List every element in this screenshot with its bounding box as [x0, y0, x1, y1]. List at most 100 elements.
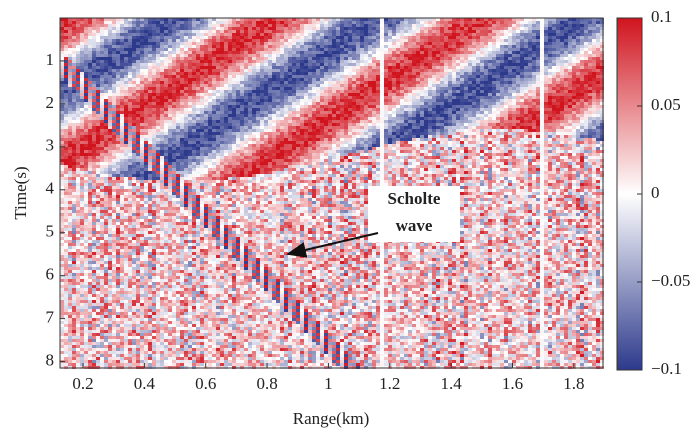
texture-cell	[64, 255, 68, 258]
texture-cell	[228, 24, 232, 27]
texture-cell	[216, 276, 220, 279]
texture-cell	[116, 327, 120, 330]
texture-cell	[180, 21, 184, 24]
texture-cell	[72, 63, 76, 66]
texture-cell	[64, 111, 68, 114]
texture-cell	[68, 201, 72, 204]
texture-cell	[192, 201, 196, 204]
texture-cell	[76, 258, 80, 261]
texture-cell	[124, 156, 128, 159]
texture-cell	[196, 189, 200, 192]
texture-cell	[80, 237, 84, 240]
texture-cell	[168, 228, 172, 231]
texture-cell	[144, 306, 148, 309]
texture-cell	[216, 78, 220, 81]
texture-cell	[64, 51, 68, 54]
texture-cell	[168, 279, 172, 282]
texture-cell	[124, 339, 128, 342]
texture-cell	[192, 78, 196, 81]
texture-cell	[156, 144, 160, 147]
texture-cell	[188, 195, 192, 198]
texture-cell	[64, 99, 68, 102]
texture-cell	[116, 147, 120, 150]
texture-cell	[140, 78, 144, 81]
texture-cell	[68, 171, 72, 174]
texture-cell	[76, 96, 80, 99]
texture-cell	[116, 204, 120, 207]
texture-cell	[72, 171, 76, 174]
texture-cell	[64, 30, 68, 33]
texture-cell	[196, 303, 200, 306]
texture-cell	[92, 363, 96, 366]
texture-cell	[104, 78, 108, 81]
texture-cell	[200, 228, 204, 231]
texture-cell	[96, 201, 100, 204]
texture-cell	[156, 270, 160, 273]
texture-cell	[152, 162, 156, 165]
texture-cell	[80, 354, 84, 357]
texture-cell	[216, 285, 220, 288]
texture-cell	[80, 216, 84, 219]
texture-cell	[96, 294, 100, 297]
texture-cell	[228, 117, 232, 120]
texture-cell	[172, 192, 176, 195]
texture-cell	[132, 117, 136, 120]
texture-cell	[136, 159, 140, 162]
texture-cell	[228, 243, 232, 246]
texture-cell	[108, 63, 112, 66]
texture-cell	[188, 321, 192, 324]
texture-cell	[196, 66, 200, 69]
texture-cell	[92, 243, 96, 246]
texture-cell	[68, 186, 72, 189]
texture-cell	[156, 288, 160, 291]
texture-cell	[172, 243, 176, 246]
texture-cell	[176, 63, 180, 66]
texture-cell	[96, 126, 100, 129]
texture-cell	[216, 234, 220, 237]
texture-cell	[76, 327, 80, 330]
texture-cell	[188, 276, 192, 279]
texture-cell	[204, 96, 208, 99]
texture-cell	[180, 186, 184, 189]
texture-cell	[168, 27, 172, 30]
texture-cell	[132, 24, 136, 27]
texture-cell	[180, 54, 184, 57]
texture-cell	[204, 159, 208, 162]
texture-cell	[224, 45, 228, 48]
texture-cell	[152, 255, 156, 258]
texture-cell	[196, 63, 200, 66]
texture-cell	[176, 273, 180, 276]
texture-cell	[168, 114, 172, 117]
texture-cell	[104, 186, 108, 189]
texture-cell	[228, 171, 232, 174]
texture-cell	[116, 24, 120, 27]
texture-cell	[104, 105, 108, 108]
texture-cell	[180, 24, 184, 27]
texture-cell	[224, 153, 228, 156]
texture-cell	[132, 96, 136, 99]
texture-cell	[104, 351, 108, 354]
texture-cell	[212, 312, 216, 315]
texture-cell	[216, 270, 220, 273]
texture-cell	[72, 339, 76, 342]
texture-cell	[128, 240, 132, 243]
texture-cell	[88, 138, 92, 141]
texture-cell	[120, 33, 124, 36]
seismic-texture	[60, 18, 604, 369]
texture-cell	[84, 219, 88, 222]
texture-cell	[128, 306, 132, 309]
texture-cell	[80, 66, 84, 69]
texture-cell	[60, 237, 64, 240]
texture-cell	[188, 177, 192, 180]
texture-cell	[180, 90, 184, 93]
texture-cell	[212, 261, 216, 264]
texture-cell	[96, 219, 100, 222]
texture-cell	[164, 144, 168, 147]
texture-cell	[184, 324, 188, 327]
texture-cell	[84, 75, 88, 78]
texture-cell	[124, 45, 128, 48]
texture-cell	[140, 138, 144, 141]
texture-cell	[152, 234, 156, 237]
texture-cell	[172, 117, 176, 120]
texture-cell	[192, 261, 196, 264]
